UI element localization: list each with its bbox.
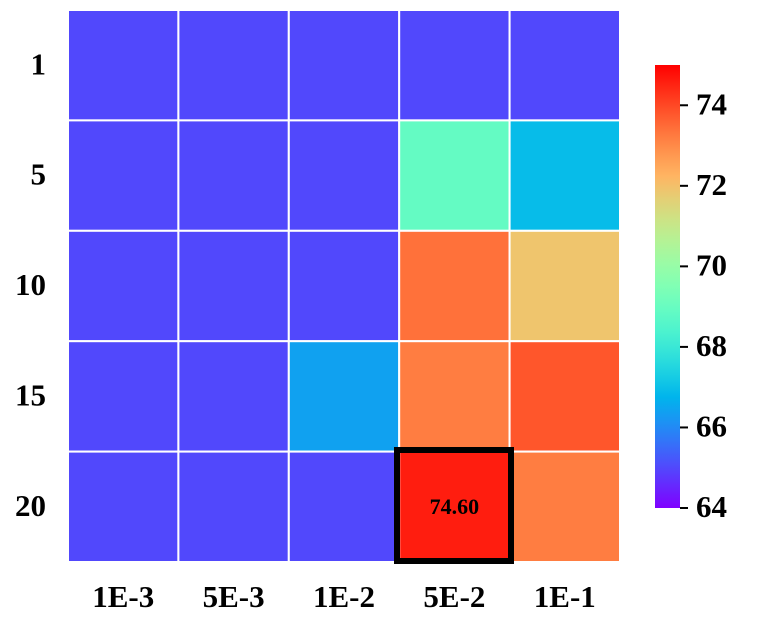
heatmap-cell (67, 450, 180, 564)
heatmap-cell (508, 119, 622, 232)
heatmap-cell (508, 340, 622, 453)
heatmap-cell (508, 229, 622, 343)
y-tick-label: 15 (15, 378, 46, 413)
y-tick-label: 1 (31, 46, 47, 81)
x-tick-label: 5E-2 (423, 579, 485, 614)
x-tick-label: 1E-3 (92, 579, 154, 614)
heatmap-cell (508, 450, 622, 564)
colorbar-tick-label: 74 (696, 86, 727, 121)
heatmap-cell (508, 9, 622, 122)
heatmap-cell (287, 340, 401, 453)
heatmap-cell (67, 9, 180, 122)
heatmap-cell (177, 9, 290, 122)
cell-label: 74.60 (430, 494, 480, 519)
colorbar-tick-label: 68 (696, 328, 727, 363)
heatmap-cell (287, 119, 401, 232)
x-tick-label: 1E-1 (534, 579, 596, 614)
heatmap-cell (177, 450, 290, 564)
y-tick-label: 10 (15, 267, 46, 302)
x-tick-label: 1E-2 (313, 579, 375, 614)
heatmap-cell (67, 229, 180, 343)
colorbar-tick-label: 66 (696, 409, 727, 444)
heatmap-cell (398, 340, 511, 453)
heatmap-cell (287, 229, 401, 343)
heatmap-cell (177, 119, 290, 232)
colorbar-tick-label: 70 (696, 247, 727, 282)
heatmap-cell (398, 450, 511, 564)
heatmap-cell (287, 450, 401, 564)
colorbar-tick-label: 72 (696, 167, 727, 202)
highlight-box (394, 447, 514, 564)
heatmap-cell (177, 229, 290, 343)
colorbar (655, 65, 680, 508)
y-tick-label: 20 (15, 488, 46, 523)
heatmap-cell (67, 340, 180, 453)
colorbar-tick-label: 64 (696, 489, 727, 524)
heatmap-cell (177, 340, 290, 453)
x-tick-label: 5E-3 (203, 579, 265, 614)
heatmap-cell (398, 9, 511, 122)
heatmap-cell (67, 119, 180, 232)
heatmap-cell (398, 229, 511, 343)
heatmap-cell (287, 9, 401, 122)
heatmap-cell (398, 119, 511, 232)
y-tick-label: 5 (31, 157, 47, 192)
